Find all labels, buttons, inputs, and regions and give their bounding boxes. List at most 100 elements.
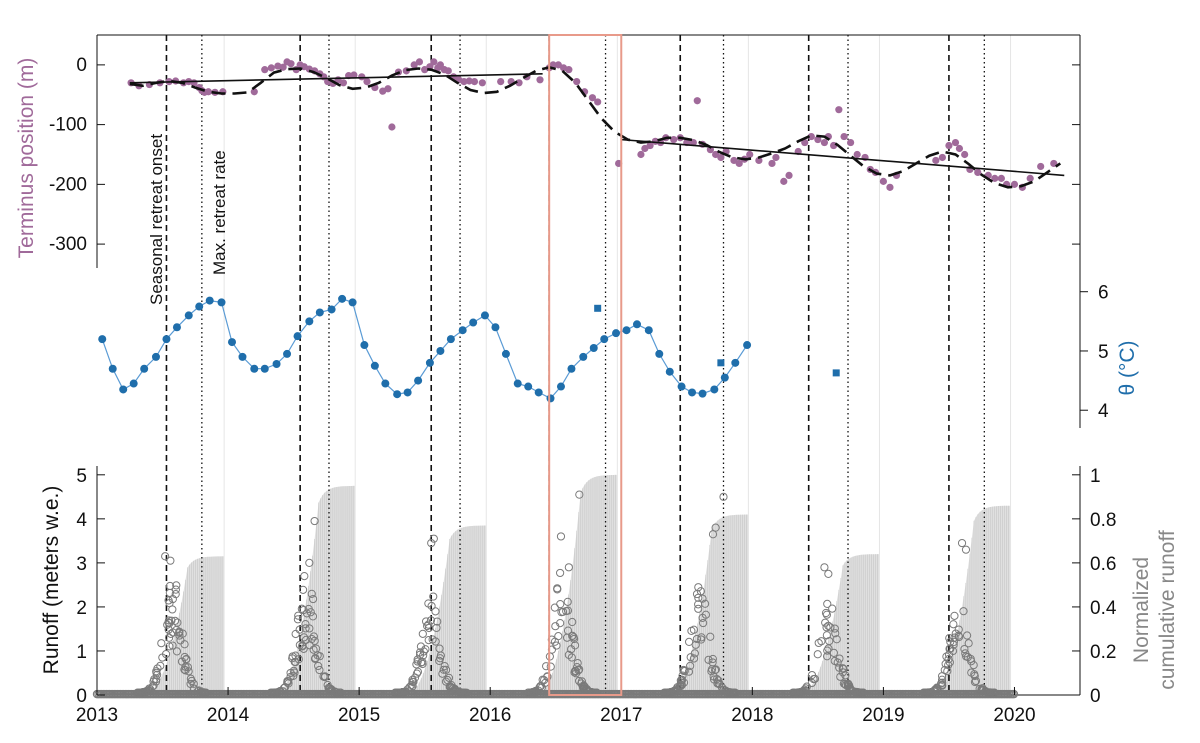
- theta-y-tick-label: 5: [1098, 342, 1109, 363]
- runoff-point: [938, 681, 947, 690]
- terminus-point: [554, 61, 562, 69]
- terminus-point: [363, 78, 371, 86]
- terminus-point: [785, 171, 793, 179]
- runoff-point: [170, 616, 180, 625]
- runoff-point: [423, 621, 432, 631]
- theta-point: [381, 379, 390, 388]
- runoff-point: [141, 687, 150, 696]
- runoff-point: [568, 631, 577, 640]
- runoff-point: [166, 556, 175, 565]
- runoff-point: [943, 667, 952, 676]
- terminus-point: [565, 66, 573, 74]
- runoff-point: [698, 594, 707, 603]
- runoff-point: [964, 639, 973, 648]
- runoff-point: [719, 492, 728, 501]
- theta-point: [567, 364, 576, 373]
- runoff-point: [701, 599, 710, 608]
- runoff-point: [930, 686, 939, 695]
- theta-point: [250, 364, 259, 373]
- theta-point: [546, 394, 555, 403]
- theta-point: [227, 338, 236, 347]
- terminus-point: [358, 73, 366, 81]
- runoff-point: [944, 660, 953, 670]
- runoff-point: [822, 652, 832, 661]
- runoff-point: [427, 538, 436, 548]
- runoff-point: [981, 686, 990, 696]
- runoff-point: [831, 629, 840, 638]
- theta-point: [119, 385, 128, 394]
- runoff-point: [429, 592, 438, 601]
- terminus-y-tick-label: -100: [49, 115, 87, 136]
- runoff-point: [180, 640, 189, 649]
- runoff-point: [275, 687, 284, 696]
- terminus-point: [991, 174, 999, 182]
- cumulative-y-tick-label: 1: [1090, 466, 1101, 487]
- terminus-point: [997, 174, 1005, 182]
- theta-point: [458, 326, 467, 335]
- terminus-point: [594, 98, 602, 106]
- runoff-point: [284, 677, 293, 686]
- theta-y-tick-label: 6: [1098, 283, 1109, 304]
- runoff-point: [938, 678, 947, 687]
- terminus-point: [853, 150, 861, 159]
- cumulative-y-label: Normalized cumulative runoff: [1130, 530, 1179, 690]
- theta-point: [513, 379, 522, 388]
- theta-point: [710, 385, 719, 394]
- terminus-point: [384, 85, 392, 93]
- runoff-point: [546, 662, 555, 671]
- x-tick-label: 2017: [600, 705, 642, 726]
- runoff-point: [567, 645, 576, 654]
- theta-point: [283, 349, 292, 358]
- runoff-point: [694, 593, 703, 602]
- x-tick-label: 2020: [993, 705, 1035, 726]
- runoff-point: [691, 640, 700, 649]
- theta-square-point: [832, 369, 840, 377]
- runoff-point: [810, 674, 820, 683]
- cumulative-y-tick-label: 0.2: [1090, 642, 1116, 663]
- runoff-point: [172, 647, 182, 656]
- runoff-point: [718, 683, 727, 692]
- runoff-point: [415, 648, 425, 657]
- runoff-point: [189, 679, 198, 688]
- runoff-point: [570, 668, 579, 677]
- runoff-point: [451, 685, 460, 695]
- runoff-point: [684, 637, 694, 647]
- theta-point: [348, 298, 357, 307]
- terminus-points: [127, 58, 1058, 191]
- runoff-point: [950, 611, 959, 620]
- terminus-point: [515, 79, 523, 87]
- terminus-point: [717, 153, 725, 162]
- x-ticks: 2013 2014 2015 2016 2017 2018 2019 2020: [76, 687, 1036, 726]
- runoff-point: [167, 616, 176, 625]
- theta-point: [140, 364, 149, 373]
- runoff-point: [845, 683, 854, 692]
- runoff-point: [954, 631, 963, 640]
- theta-point: [370, 361, 379, 370]
- runoff-point: [679, 665, 688, 675]
- theta-point: [556, 382, 565, 391]
- runoff-point: [686, 661, 695, 671]
- runoff-point: [164, 625, 173, 634]
- runoff-point: [529, 688, 538, 697]
- terminus-point: [204, 88, 213, 96]
- terminus-point: [951, 138, 960, 147]
- runoff-point: [189, 684, 199, 693]
- theta-point: [480, 311, 489, 320]
- x-tick-label: 2014: [207, 705, 250, 726]
- runoff-point: [574, 676, 584, 686]
- runoff-point: [144, 687, 153, 696]
- terminus-point: [755, 156, 763, 165]
- theta-point: [393, 390, 402, 399]
- theta-y-label: θ (°C): [1116, 340, 1139, 395]
- runoff-point: [577, 677, 586, 686]
- runoff-y-label: Runoff (meters w.e.): [40, 486, 63, 675]
- theta-point: [162, 335, 171, 344]
- runoff-point: [543, 672, 552, 681]
- runoff-point: [678, 671, 687, 680]
- runoff-point: [937, 672, 947, 681]
- terminus-y-tick-label: 0: [76, 55, 87, 76]
- terminus-point: [478, 79, 486, 87]
- runoff-point: [821, 608, 831, 618]
- x-tick-label: 2015: [338, 705, 380, 726]
- theta-point: [260, 364, 269, 373]
